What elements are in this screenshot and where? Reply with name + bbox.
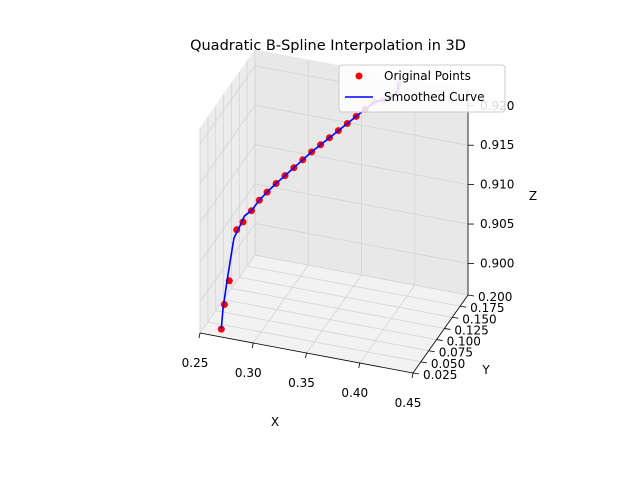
grid-line-y <box>238 72 453 318</box>
y-axis-line <box>412 294 469 374</box>
y-tick-label: 0.050 <box>431 357 465 371</box>
grid-line-y <box>230 83 445 329</box>
x-tick <box>305 352 307 359</box>
z-tick-label: 0.905 <box>480 217 514 231</box>
y-tick <box>436 339 443 341</box>
x-tick-label: 0.25 <box>182 356 209 370</box>
grid-line-z <box>199 144 469 223</box>
grid-line-y <box>215 105 429 352</box>
grid-line-y <box>207 116 421 363</box>
y-tick <box>452 316 459 319</box>
x-tick <box>251 342 254 349</box>
x-tick-label: 0.35 <box>288 376 315 390</box>
y-tick-label: 0.200 <box>478 290 512 304</box>
y-axis-label: Y <box>481 363 490 377</box>
legend: Original Points Smoothed Curve <box>338 64 506 113</box>
x-tick-label: 0.45 <box>395 396 422 410</box>
z-tick-label: 0.910 <box>480 178 514 192</box>
y-tick <box>412 372 420 375</box>
legend-marker-original-points <box>355 72 363 80</box>
x-tick <box>358 362 361 369</box>
y-tick <box>428 350 435 353</box>
grid-line-z <box>199 183 469 263</box>
z-tick-label: 0.915 <box>480 138 514 152</box>
y-tick <box>420 361 427 364</box>
y-tick <box>460 305 467 308</box>
grid-line-z <box>199 104 469 184</box>
z-tick-label: 0.900 <box>480 256 514 270</box>
z-axis-label: Z <box>529 189 537 203</box>
grid-line-y <box>246 61 461 307</box>
y-tick-label: 0.150 <box>462 312 496 326</box>
axis-labels-group: Quadratic B-Spline Interpolation in 3D X… <box>190 38 537 429</box>
grid-line-z <box>199 223 469 302</box>
y-tick <box>467 294 475 297</box>
grid-line-y <box>254 50 469 296</box>
legend-label-smoothed-curve: Smoothed Curve <box>384 90 485 104</box>
y-tick-label: 0.175 <box>470 301 504 315</box>
legend-box <box>338 64 506 113</box>
y-tick <box>444 328 451 330</box>
y-tick-label: 0.125 <box>454 323 488 337</box>
chart-title: Quadratic B-Spline Interpolation in 3D <box>190 38 466 54</box>
y-tick-label: 0.075 <box>439 346 473 360</box>
x-tick-label: 0.40 <box>341 386 368 400</box>
legend-label-original-points: Original Points <box>384 69 471 83</box>
tick-marks: 0.25 0.30 0.35 0.40 0.450.0250.0500.0750.100… <box>182 99 515 410</box>
x-tick <box>411 372 414 379</box>
x-axis-label: X <box>271 415 279 429</box>
y-tick-label: 0.025 <box>423 368 457 382</box>
x-tick <box>198 332 201 339</box>
y-tick-label: 0.100 <box>447 335 481 349</box>
x-tick-label: 0.30 <box>235 366 262 380</box>
